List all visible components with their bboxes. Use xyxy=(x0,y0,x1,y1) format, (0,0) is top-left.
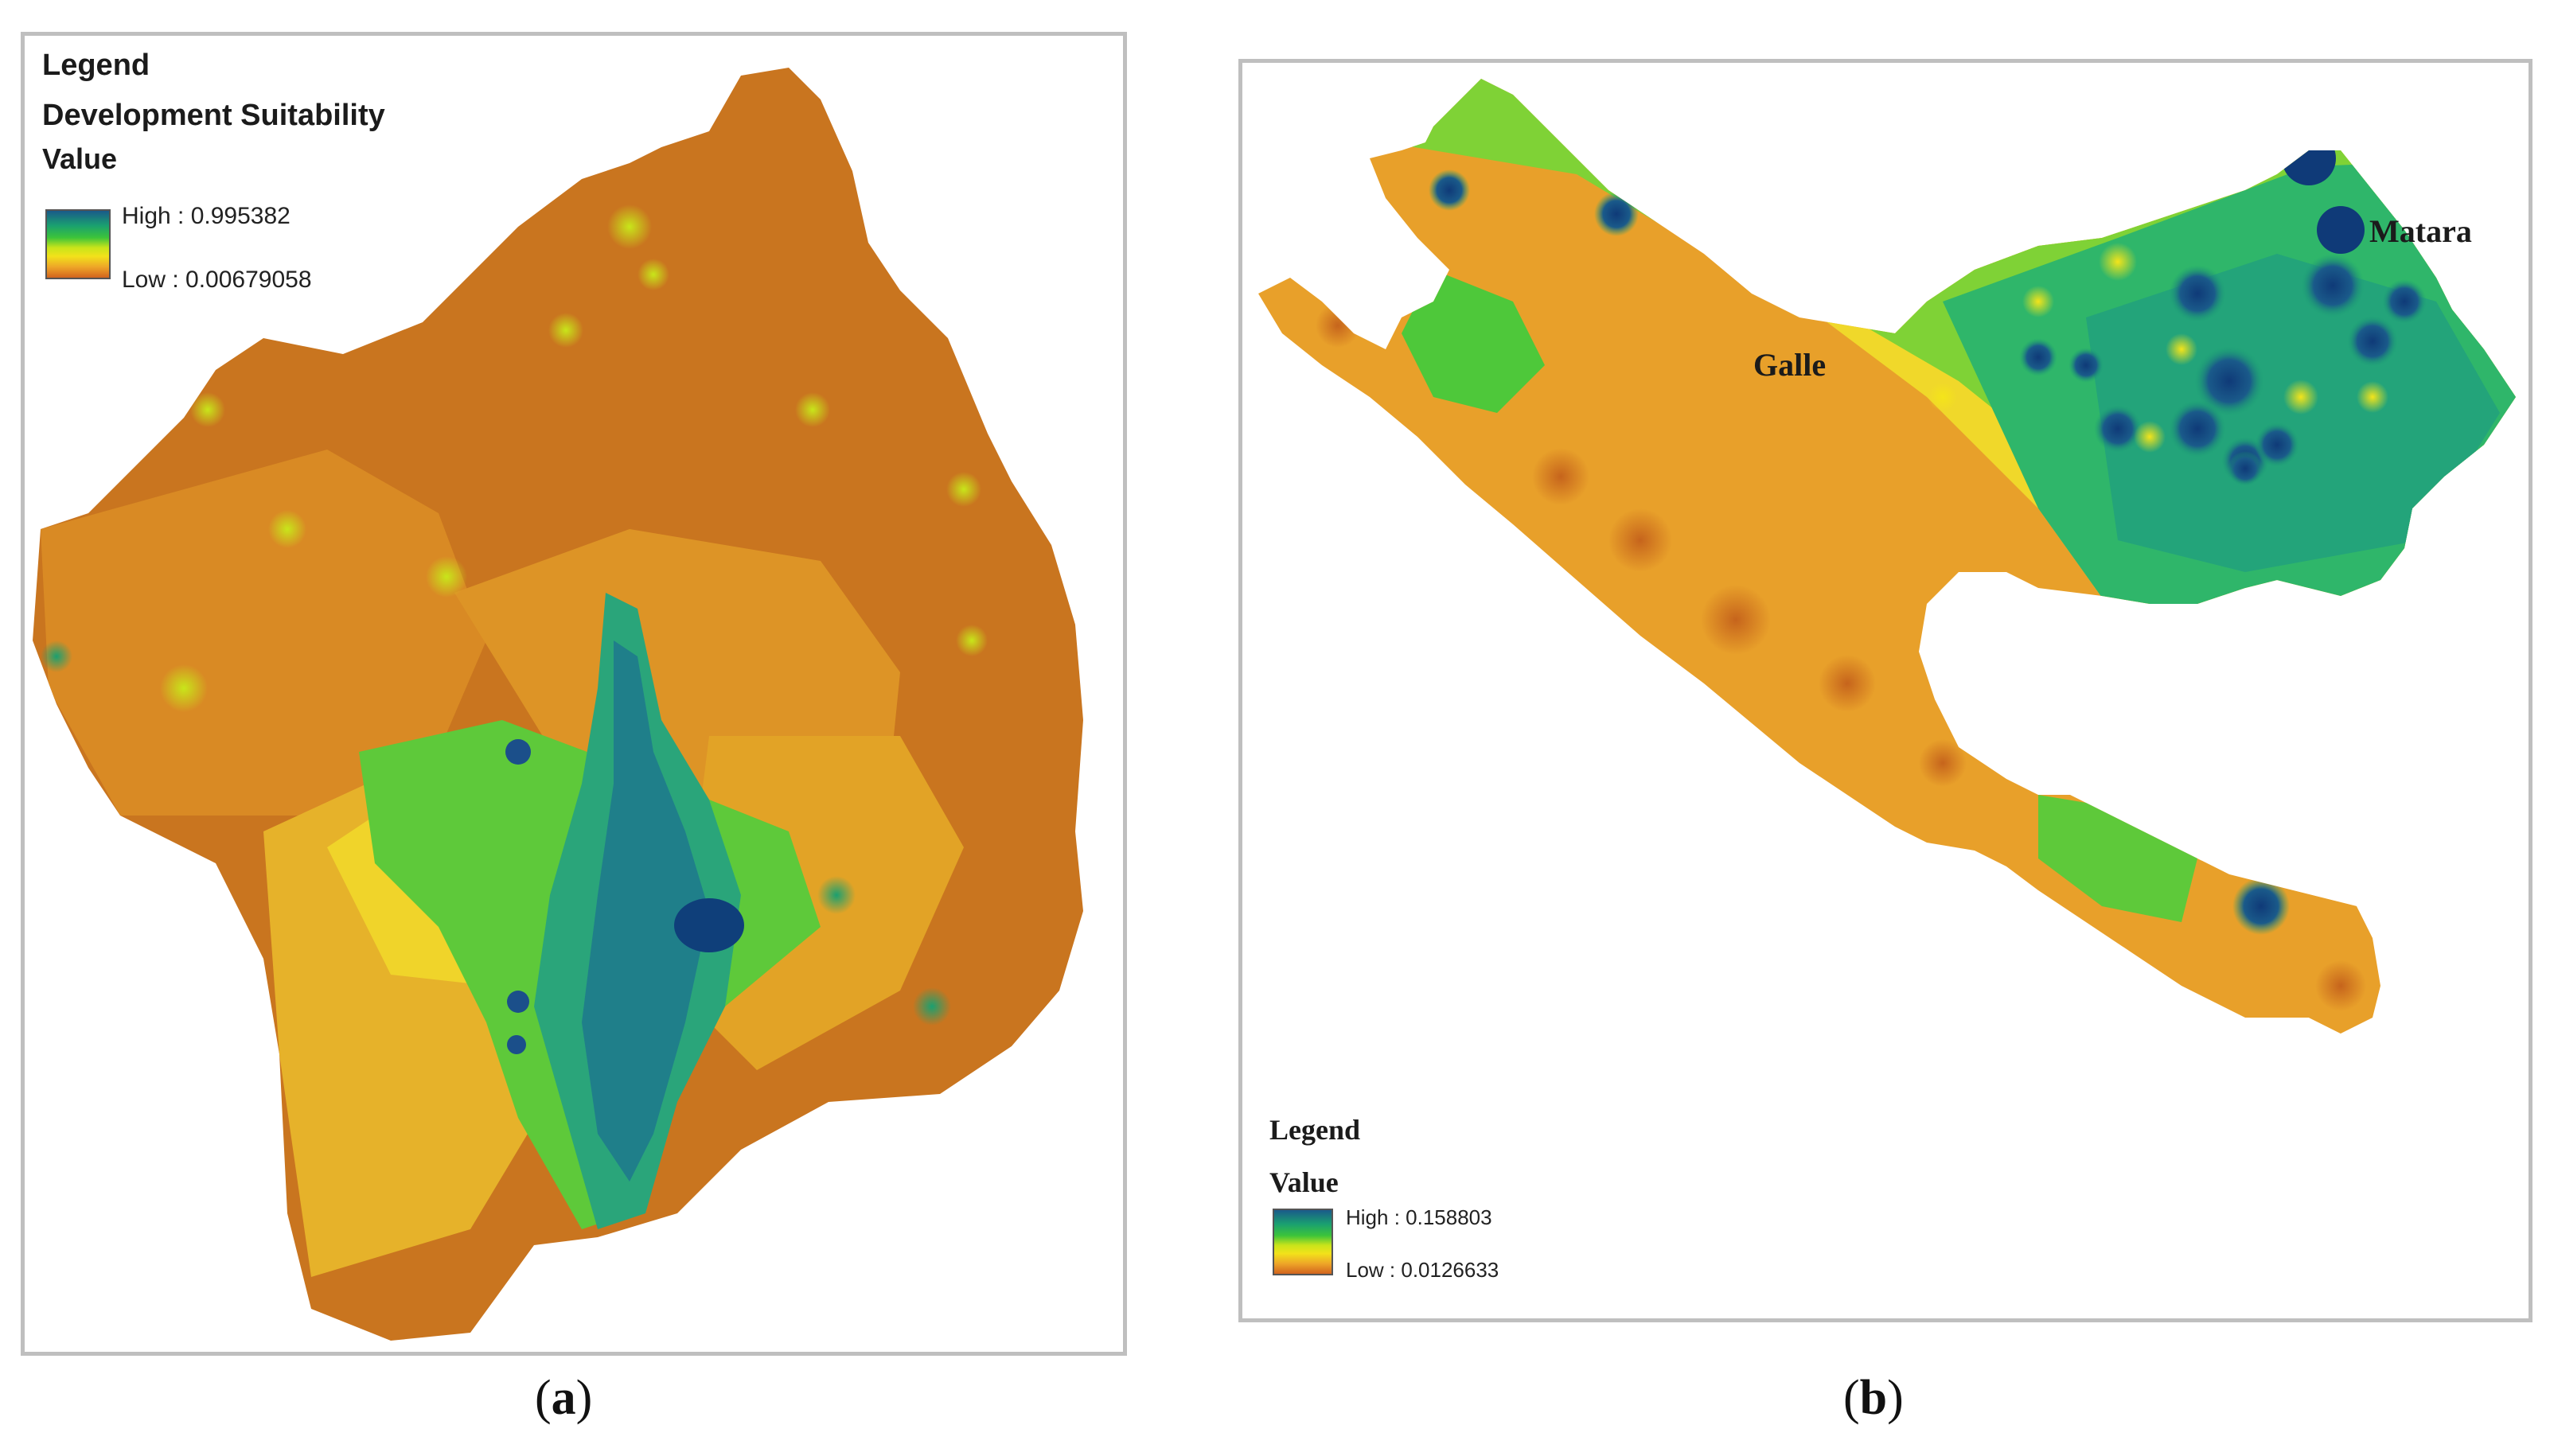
low-value-label: Low : 0.00679058 xyxy=(122,267,312,293)
low-value-label: Low : 0.0126633 xyxy=(1346,1258,1499,1282)
caption-letter: a xyxy=(551,1371,576,1425)
caption-a: (a) xyxy=(535,1370,592,1427)
caption-b: (b) xyxy=(1843,1370,1904,1427)
color-ramp xyxy=(45,209,111,279)
value-heading: Value xyxy=(1269,1166,1339,1198)
caption-close: ) xyxy=(1887,1371,1904,1425)
caption-close: ) xyxy=(575,1371,593,1425)
map-panel-b: Galle Matara Legend Value High : 0.15880… xyxy=(1238,59,2532,1322)
layer-name: Development Suitability xyxy=(42,99,385,132)
legend-title: Legend xyxy=(1269,1114,1361,1146)
color-ramp xyxy=(1273,1209,1333,1275)
suitability-map-b xyxy=(1258,79,2516,1034)
caption-letter: b xyxy=(1859,1371,1888,1425)
suitability-map-a xyxy=(33,68,1083,1341)
place-label-galle: Galle xyxy=(1753,347,1827,383)
legend-b: Legend Value High : 0.158803 Low : 0.012… xyxy=(1269,1113,1499,1282)
map-panel-a: Legend Development Suitability Value Hig… xyxy=(21,32,1127,1356)
legend-title: Legend xyxy=(42,49,150,82)
value-heading: Value xyxy=(42,142,118,175)
high-value-label: High : 0.158803 xyxy=(1346,1205,1492,1229)
caption-open: ( xyxy=(535,1371,552,1425)
legend-a: Legend Development Suitability Value Hig… xyxy=(42,49,385,293)
caption-open: ( xyxy=(1843,1371,1860,1425)
place-label-matara: Matara xyxy=(2369,213,2472,249)
high-value-label: High : 0.995382 xyxy=(122,203,290,229)
